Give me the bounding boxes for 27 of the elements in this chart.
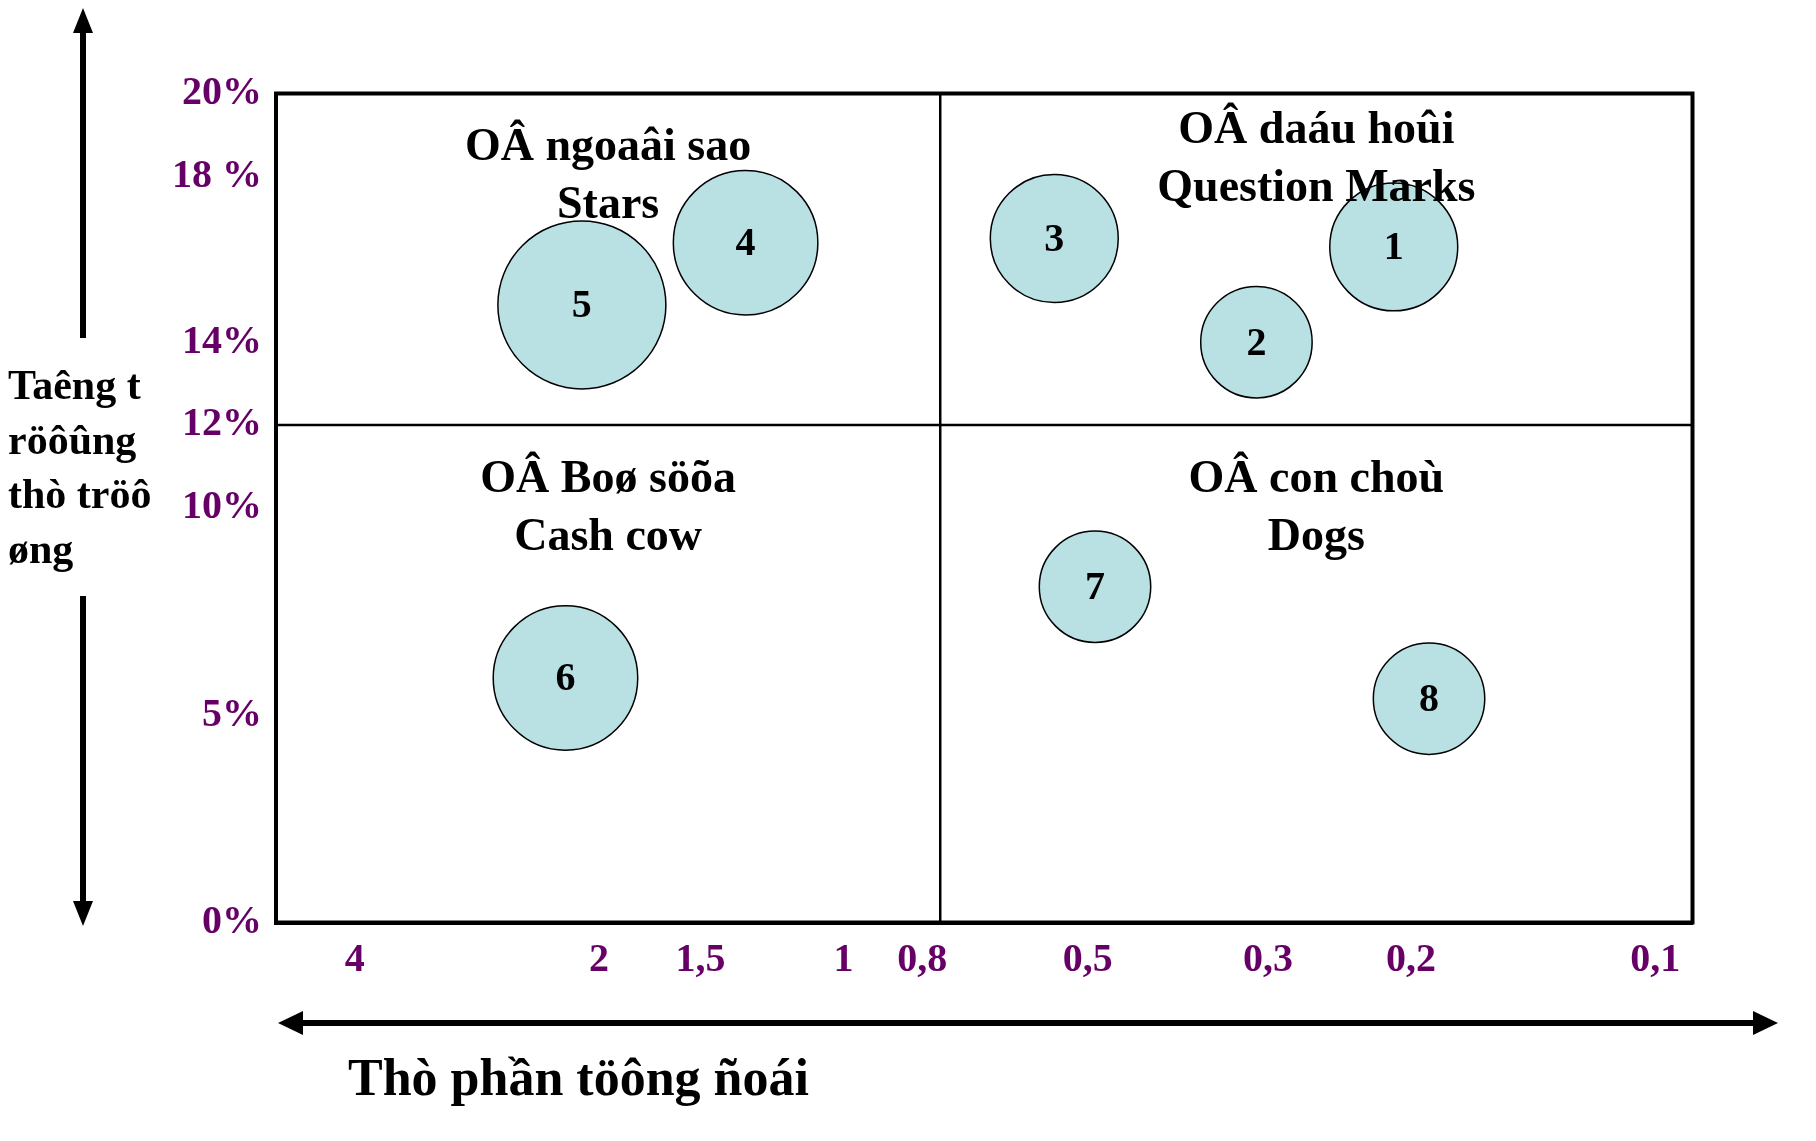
annotation: OÂ con choù Dogs (1188, 450, 1445, 560)
annotation: 7 (1085, 563, 1105, 609)
x-tick-label: 0,1 (1630, 934, 1681, 980)
x-tick-label: 0,5 (1062, 934, 1113, 980)
y-tick-label: 10% (182, 482, 262, 528)
x-tick-label: 0,8 (897, 934, 948, 980)
y-tick-label: 0% (202, 896, 262, 942)
y-tick-label: 5% (202, 689, 262, 735)
x-tick-label: 0,3 (1242, 934, 1293, 980)
x-tick-label: 1,5 (675, 934, 726, 980)
annotation: 8 (1419, 675, 1440, 720)
annotation: 6 (555, 654, 576, 700)
x-axis-title: Thò phần töông ñoái (348, 1048, 810, 1107)
annotation: 1 (1383, 223, 1404, 269)
annotation: 5 (571, 281, 592, 327)
y-axis-title: Taêng tröôûng thò tröôøng (8, 361, 153, 574)
x-tick-label: 4 (344, 934, 365, 980)
y-tick-label: 12% (182, 399, 262, 445)
x-tick-label: 1 (833, 934, 854, 980)
y-tick-label: 14% (182, 316, 262, 362)
y-tick-label: 20% (182, 67, 262, 113)
annotation: 3 (1044, 214, 1065, 260)
x-tick-label: 2 (589, 934, 610, 980)
annotation: 2 (1246, 318, 1267, 364)
annotation: OÂ Boø söõa Cash cow (480, 450, 736, 560)
y-tick-label: 18 % (172, 150, 262, 196)
x-tick-label: 0,2 (1385, 934, 1436, 980)
